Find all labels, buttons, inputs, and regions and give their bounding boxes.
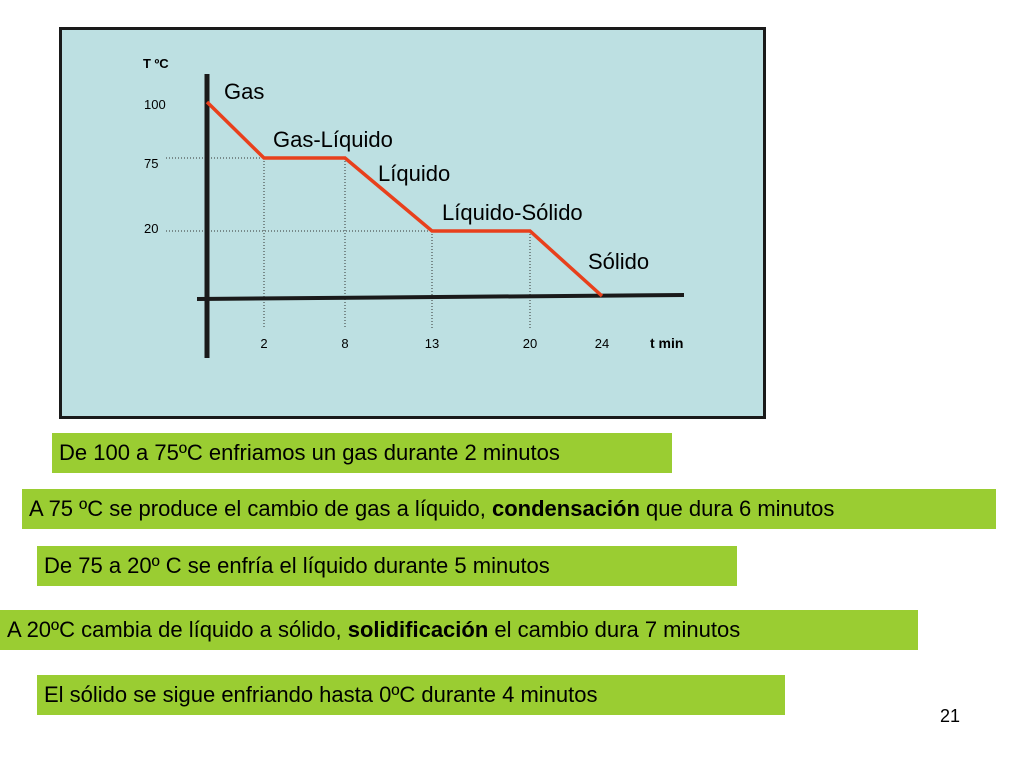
note-solidification-bold: solidificación bbox=[347, 617, 489, 642]
note-solidification: A 20ºC cambia de líquido a sólido, solid… bbox=[0, 610, 918, 650]
note-gas-cooling: De 100 a 75ºC enfriamos un gas durante 2… bbox=[52, 433, 672, 473]
note-solidification-before: A 20ºC cambia de líquido a sólido, bbox=[7, 617, 348, 642]
note-solid-cooling-text: El sólido se sigue enfriando hasta 0ºC d… bbox=[44, 682, 598, 707]
x-axis bbox=[196, 293, 685, 301]
note-liquid-cooling-text: De 75 a 20º C se enfría el líquido duran… bbox=[44, 553, 550, 578]
phase-label-liquido-solido: Líquido-Sólido bbox=[442, 200, 583, 225]
chart-panel: 100 75 20 2 8 13 20 24 T ºC t min Gas Gas-Líqu… bbox=[59, 27, 766, 419]
guide-lines bbox=[166, 157, 531, 328]
phase-label-gas: Gas bbox=[224, 79, 264, 104]
note-solid-cooling: El sólido se sigue enfriando hasta 0ºC d… bbox=[37, 675, 785, 715]
x-tick-label: 24 bbox=[595, 336, 609, 351]
y-tick-label: 75 bbox=[144, 156, 158, 171]
note-gas-cooling-text: De 100 a 75ºC enfriamos un gas durante 2… bbox=[59, 440, 560, 465]
x-tick-label: 2 bbox=[260, 336, 267, 351]
phase-label-gas-liquido: Gas-Líquido bbox=[273, 127, 393, 152]
note-liquid-cooling: De 75 a 20º C se enfría el líquido duran… bbox=[37, 546, 737, 586]
data-series-line bbox=[205, 100, 604, 298]
x-tick-label: 13 bbox=[425, 336, 439, 351]
page-number: 21 bbox=[940, 706, 961, 726]
y-tick-label: 100 bbox=[144, 97, 166, 112]
y-tick-label: 20 bbox=[144, 221, 158, 236]
note-solidification-after: el cambio dura 7 minutos bbox=[488, 617, 741, 642]
phase-label-solido: Sólido bbox=[588, 249, 649, 274]
note-condensation-before: A 75 ºC se produce el cambio de gas a lí… bbox=[29, 496, 492, 521]
y-axis-label: T ºC bbox=[143, 56, 169, 71]
x-axis-label: t min bbox=[650, 335, 683, 351]
cooling-curve-chart: 100 75 20 2 8 13 20 24 T ºC t min Gas Gas-Líqu… bbox=[143, 56, 685, 358]
note-condensation-after: que dura 6 minutos bbox=[639, 496, 835, 521]
x-tick-label: 20 bbox=[523, 336, 537, 351]
phase-label-liquido: Líquido bbox=[378, 161, 450, 186]
note-condensation: A 75 ºC se produce el cambio de gas a lí… bbox=[22, 489, 996, 529]
x-tick-label: 8 bbox=[341, 336, 348, 351]
note-condensation-bold: condensación bbox=[492, 496, 640, 521]
